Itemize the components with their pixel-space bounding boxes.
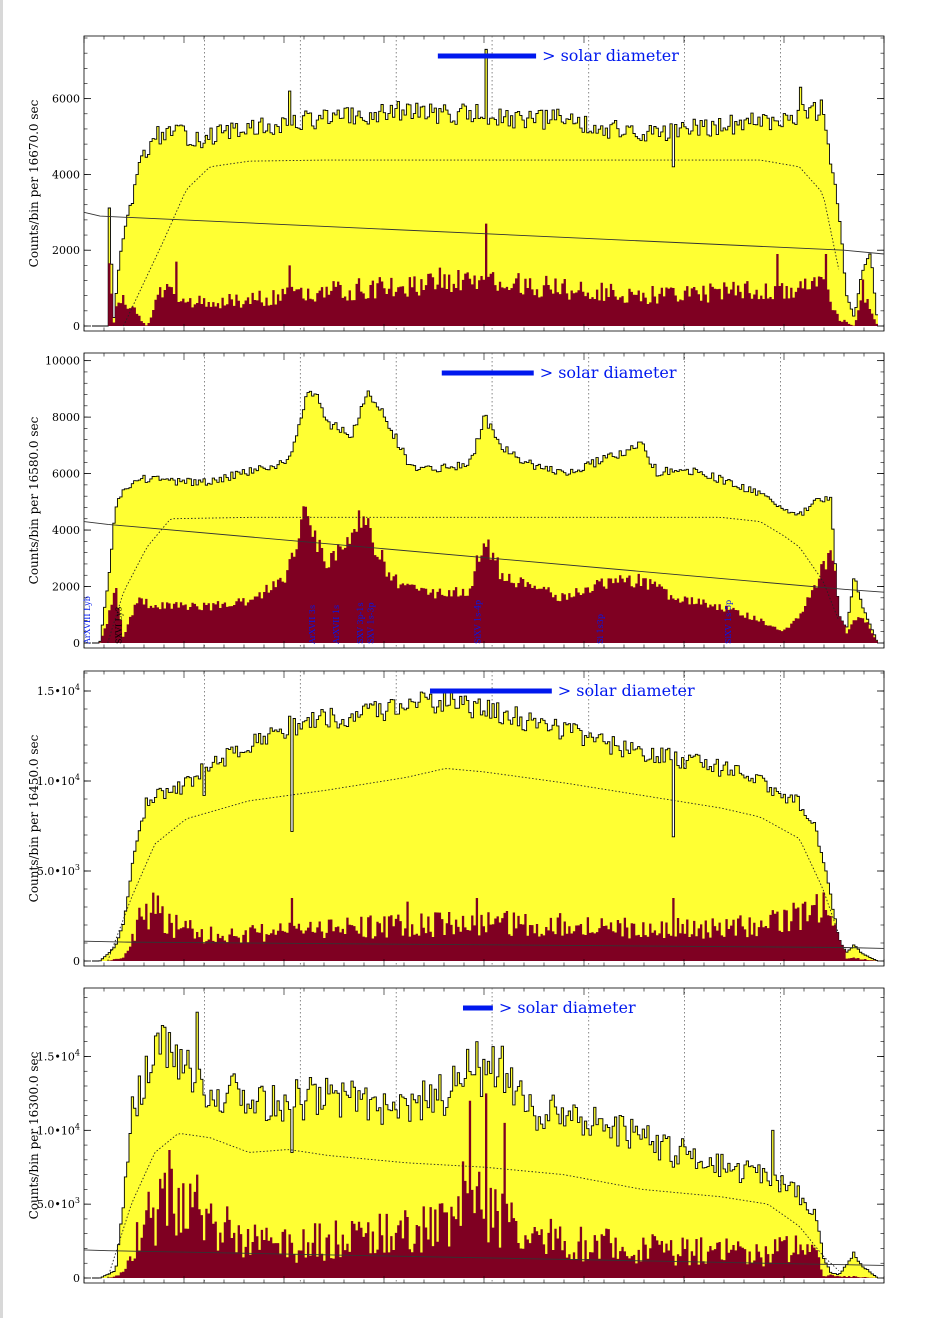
background-line: [83, 1249, 885, 1266]
y-tick-label: 8000: [52, 411, 80, 424]
solar-diameter-label: > solar diameter: [499, 998, 636, 1017]
y-tick-label: 0: [73, 637, 80, 650]
y-tick-label: 1.5•104: [37, 1048, 80, 1063]
spectral-line-label: ArXVII 1s: [332, 605, 341, 645]
model-curve: [107, 1133, 840, 1279]
y-tick-label: 0: [73, 1272, 80, 1285]
y-axis-label: Counts/bin per 16450.0 sec: [27, 734, 41, 902]
spectral-line-label: ArXVII 3s: [308, 605, 317, 645]
residual-counts-histogram: [92, 223, 878, 326]
model-curve: [107, 768, 840, 962]
y-tick-label: 2000: [52, 244, 80, 257]
spectral-line-label: SiXV 1s-5p: [724, 600, 733, 644]
spectral-line-label: SiXV 1s-4p: [474, 600, 483, 644]
background-line: [83, 940, 885, 949]
chart-panel: 0 2000 4000 6000 Counts/bin per 16670.0 sec >…: [27, 35, 885, 333]
page-left-edge: [0, 0, 3, 1318]
y-tick-label: 6000: [52, 93, 80, 106]
y-tick-label: 0: [73, 955, 80, 968]
background-line: [83, 211, 885, 255]
residual-counts-histogram: [92, 892, 878, 961]
y-axis-label: Counts/bin per 16300.0 sec: [27, 1051, 41, 1219]
total-counts-outline: [92, 1011, 878, 1279]
y-tick-label: 4000: [52, 524, 80, 537]
total-counts-outline: [92, 390, 878, 644]
spectral-line-label: ArXVIII Lyb: [83, 596, 92, 645]
y-tick-label: 1.0•104: [37, 1122, 80, 1137]
spectral-line-label: SXVI Ly3: [114, 607, 123, 644]
spectral-line-label: SXV 3p-1s: [356, 602, 365, 644]
y-tick-label: 5.0•103: [37, 863, 80, 878]
y-tick-label: 4000: [52, 168, 80, 181]
y-axis-label: Counts/bin per 16670.0 sec: [27, 99, 41, 267]
chart-panel: 0 5.0•103 1.0•104 1.5•104 Counts/bin per 164…: [27, 670, 885, 968]
y-tick-label: 2000: [52, 581, 80, 594]
background-line: [83, 521, 885, 593]
y-tick-label: 5.0•103: [37, 1196, 80, 1211]
spectral-line-label: Si 1s3p: [596, 614, 605, 644]
y-tick-label: 1.5•104: [37, 683, 80, 698]
solar-diameter-label: > solar diameter: [558, 681, 695, 700]
solar-diameter-label: > solar diameter: [542, 46, 679, 65]
total-counts-outline: [92, 690, 878, 962]
y-tick-label: 10000: [45, 355, 80, 368]
y-axis-label: Counts/bin per 16580.0 sec: [27, 416, 41, 584]
y-tick-label: 6000: [52, 468, 80, 481]
solar-diameter-label: > solar diameter: [540, 363, 677, 382]
spectral-line-label: SXV 1s-3p: [366, 602, 375, 644]
model-curve: [107, 516, 840, 644]
total-counts-outline: [92, 48, 878, 327]
chart-panel: 0 2000 4000 6000 8000 10000 Counts/bin per 165…: [27, 352, 885, 650]
y-tick-label: 1.0•104: [37, 773, 80, 788]
residual-counts-histogram: [92, 1093, 878, 1278]
residual-counts-histogram: [92, 506, 878, 643]
y-tick-label: 0: [73, 320, 80, 333]
